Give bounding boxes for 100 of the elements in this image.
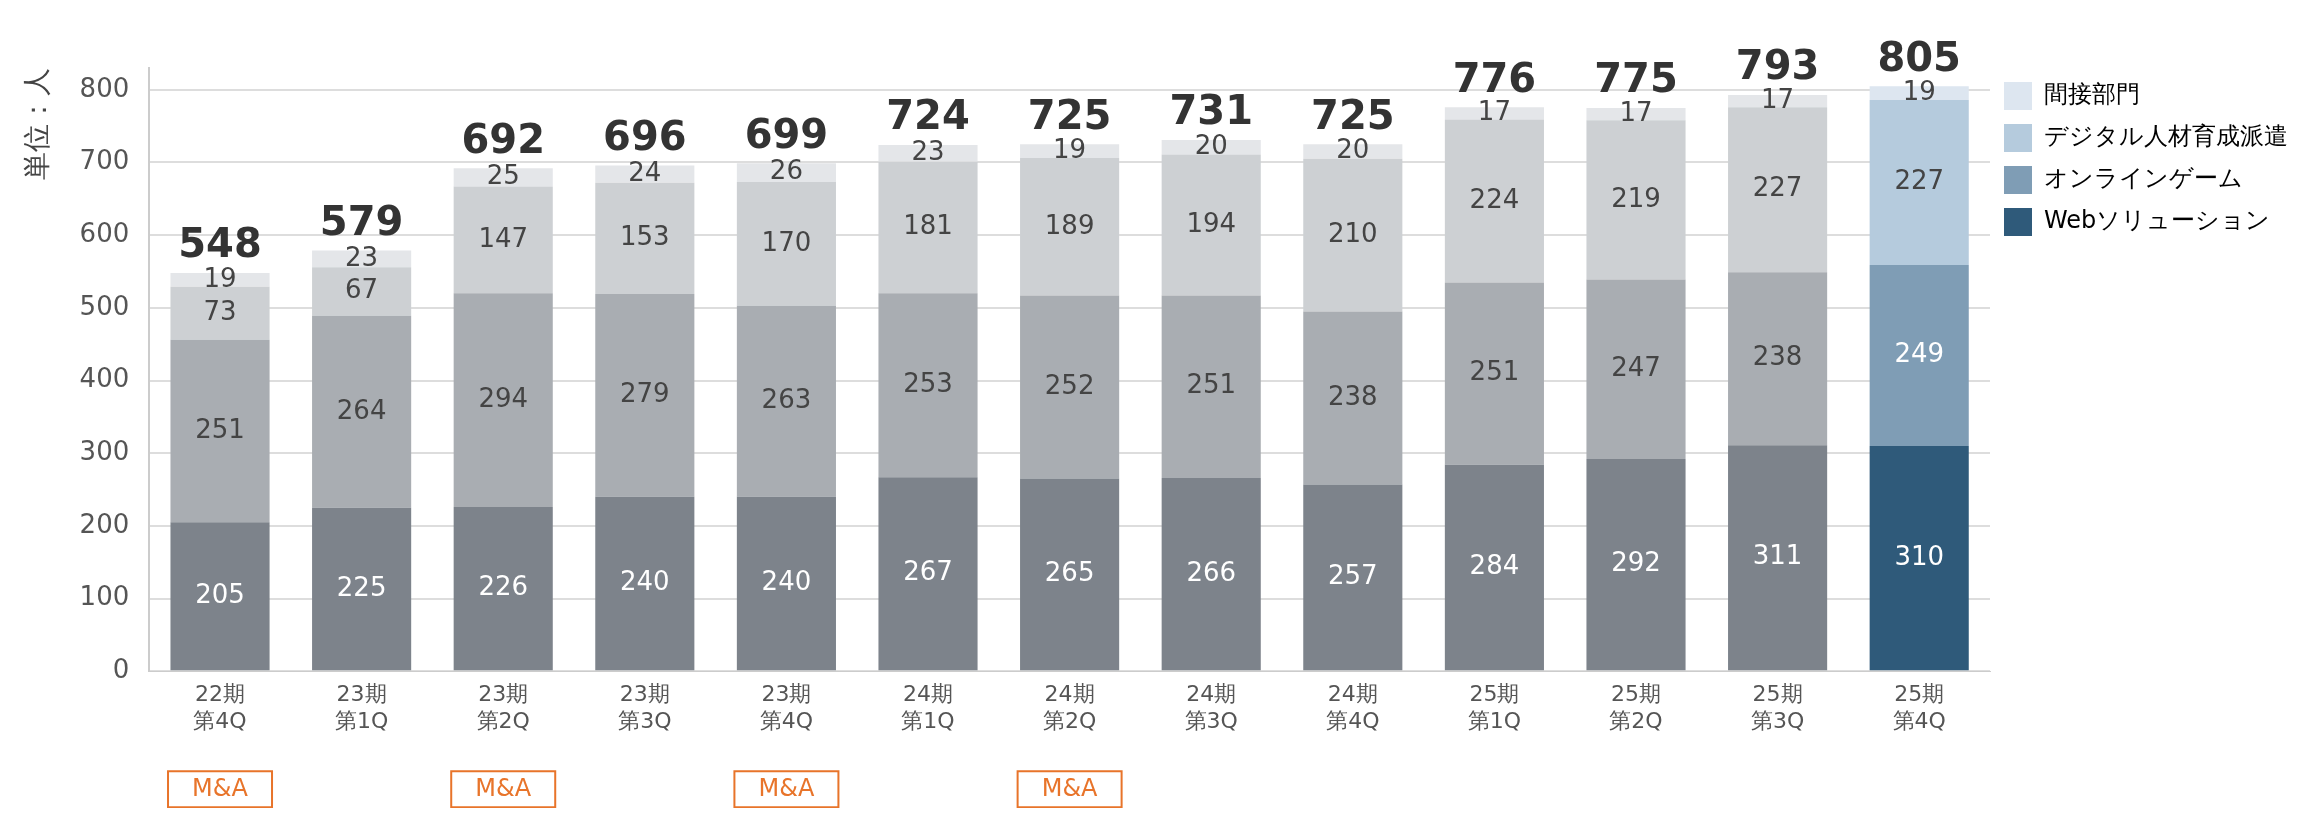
text: M&A (1041, 774, 1099, 803)
legend-label: デジタル人材育成派遣 (2044, 122, 2288, 151)
total-label: 699 (744, 110, 829, 157)
data-label: 249 (1894, 338, 1945, 369)
legend-label: オンラインゲーム (2044, 164, 2243, 193)
x-tick-label: 23期第2Q (476, 681, 530, 733)
y-tick-label: 400 (79, 363, 130, 394)
y-tick-label: 300 (79, 435, 130, 466)
data-label: 279 (620, 378, 670, 409)
bar (1303, 484, 1403, 671)
bar (1303, 311, 1403, 485)
total-label: 724 (886, 92, 970, 139)
data-label: 251 (195, 413, 245, 444)
x-tick-label: 24期第2Q (1042, 681, 1097, 733)
data-label: 247 (1611, 351, 1661, 382)
data-label: 170 (761, 226, 812, 257)
bar (170, 339, 270, 523)
x-tick-label: 22期第4Q (193, 681, 247, 733)
y-tick-label: 500 (79, 290, 130, 321)
bar (453, 293, 553, 507)
x-tick-label: 23期第3Q (618, 681, 672, 733)
data-label: 265 (1044, 557, 1095, 588)
total-label: 692 (461, 115, 545, 162)
data-label: 294 (478, 382, 529, 413)
text: M&A (758, 774, 815, 803)
y-tick-label: 0 (112, 653, 130, 684)
data-label: 67 (345, 274, 379, 305)
bar (878, 293, 978, 478)
data-label: 24 (628, 156, 662, 187)
data-label: 251 (1469, 356, 1520, 387)
bar (736, 182, 836, 306)
x-tick-label: 24期第3Q (1184, 681, 1238, 733)
bar (736, 496, 836, 671)
data-label: 23 (911, 136, 945, 167)
data-label: 26 (769, 155, 803, 186)
legend-label: Webソリューション (2044, 206, 2271, 235)
bar (1303, 158, 1403, 312)
data-label: 181 (903, 210, 953, 241)
bar (736, 305, 836, 497)
data-label: 224 (1469, 183, 1520, 214)
data-label: 240 (620, 566, 670, 597)
text: M&A (475, 774, 532, 803)
data-label: 252 (1044, 369, 1095, 400)
y-tick-label: 700 (79, 145, 130, 176)
data-label: 238 (1752, 341, 1803, 372)
data-label: 225 (336, 571, 387, 602)
data-label: 310 (1894, 540, 1945, 571)
bar (170, 522, 270, 671)
data-label: 292 (1611, 547, 1661, 578)
data-label: 267 (903, 556, 953, 587)
data-label: 257 (1327, 560, 1378, 591)
bar (595, 294, 695, 497)
y-tick-label: 100 (79, 581, 130, 612)
data-label: 253 (903, 367, 953, 398)
bar (1728, 272, 1828, 446)
x-tick-label: 24期第4Q (1326, 681, 1380, 733)
data-label: 147 (478, 222, 529, 253)
data-label: 263 (761, 383, 812, 414)
bar (170, 286, 270, 340)
x-tick-label: 25期第1Q (1467, 681, 1522, 733)
data-label: 205 (195, 578, 245, 609)
bar (1020, 295, 1120, 479)
bar (453, 506, 553, 671)
bar (1869, 264, 1969, 446)
bar (878, 161, 978, 294)
data-label: 23 (345, 241, 379, 272)
data-label: 25 (486, 160, 520, 191)
legend-label: 間接部門 (2044, 80, 2140, 109)
data-label: 73 (203, 296, 237, 327)
data-label: 251 (1186, 369, 1237, 400)
data-label: 226 (478, 571, 529, 602)
x-tick-label: 25期第2Q (1609, 681, 1663, 733)
bar (1020, 478, 1120, 671)
data-label: 227 (1752, 172, 1803, 203)
x-tick-label: 24期第1Q (901, 681, 955, 733)
bar (1444, 282, 1544, 465)
bar (1161, 477, 1261, 671)
data-label: 238 (1327, 380, 1378, 411)
x-tick-label: 25期第3Q (1750, 681, 1805, 733)
data-label: 284 (1469, 550, 1520, 581)
total-label: 696 (603, 112, 687, 159)
data-label: 311 (1752, 540, 1803, 571)
y-tick-label: 600 (79, 217, 130, 248)
data-label: 219 (1611, 182, 1661, 213)
text: M&A (192, 774, 249, 803)
bar (595, 182, 695, 295)
y-axis-title: 単位：人 (20, 68, 54, 180)
bar (1728, 107, 1828, 273)
bar (878, 477, 978, 671)
data-label: 194 (1186, 207, 1237, 238)
data-label: 240 (761, 566, 812, 597)
bar (312, 267, 412, 316)
y-tick-label: 200 (79, 508, 130, 539)
x-tick-label: 23期第1Q (334, 681, 389, 733)
bar (1586, 458, 1686, 671)
bar (1586, 120, 1686, 280)
x-tick-label: 23期第4Q (759, 681, 814, 733)
bar (1020, 158, 1120, 296)
bar (1869, 99, 1969, 265)
bar (1869, 445, 1969, 671)
